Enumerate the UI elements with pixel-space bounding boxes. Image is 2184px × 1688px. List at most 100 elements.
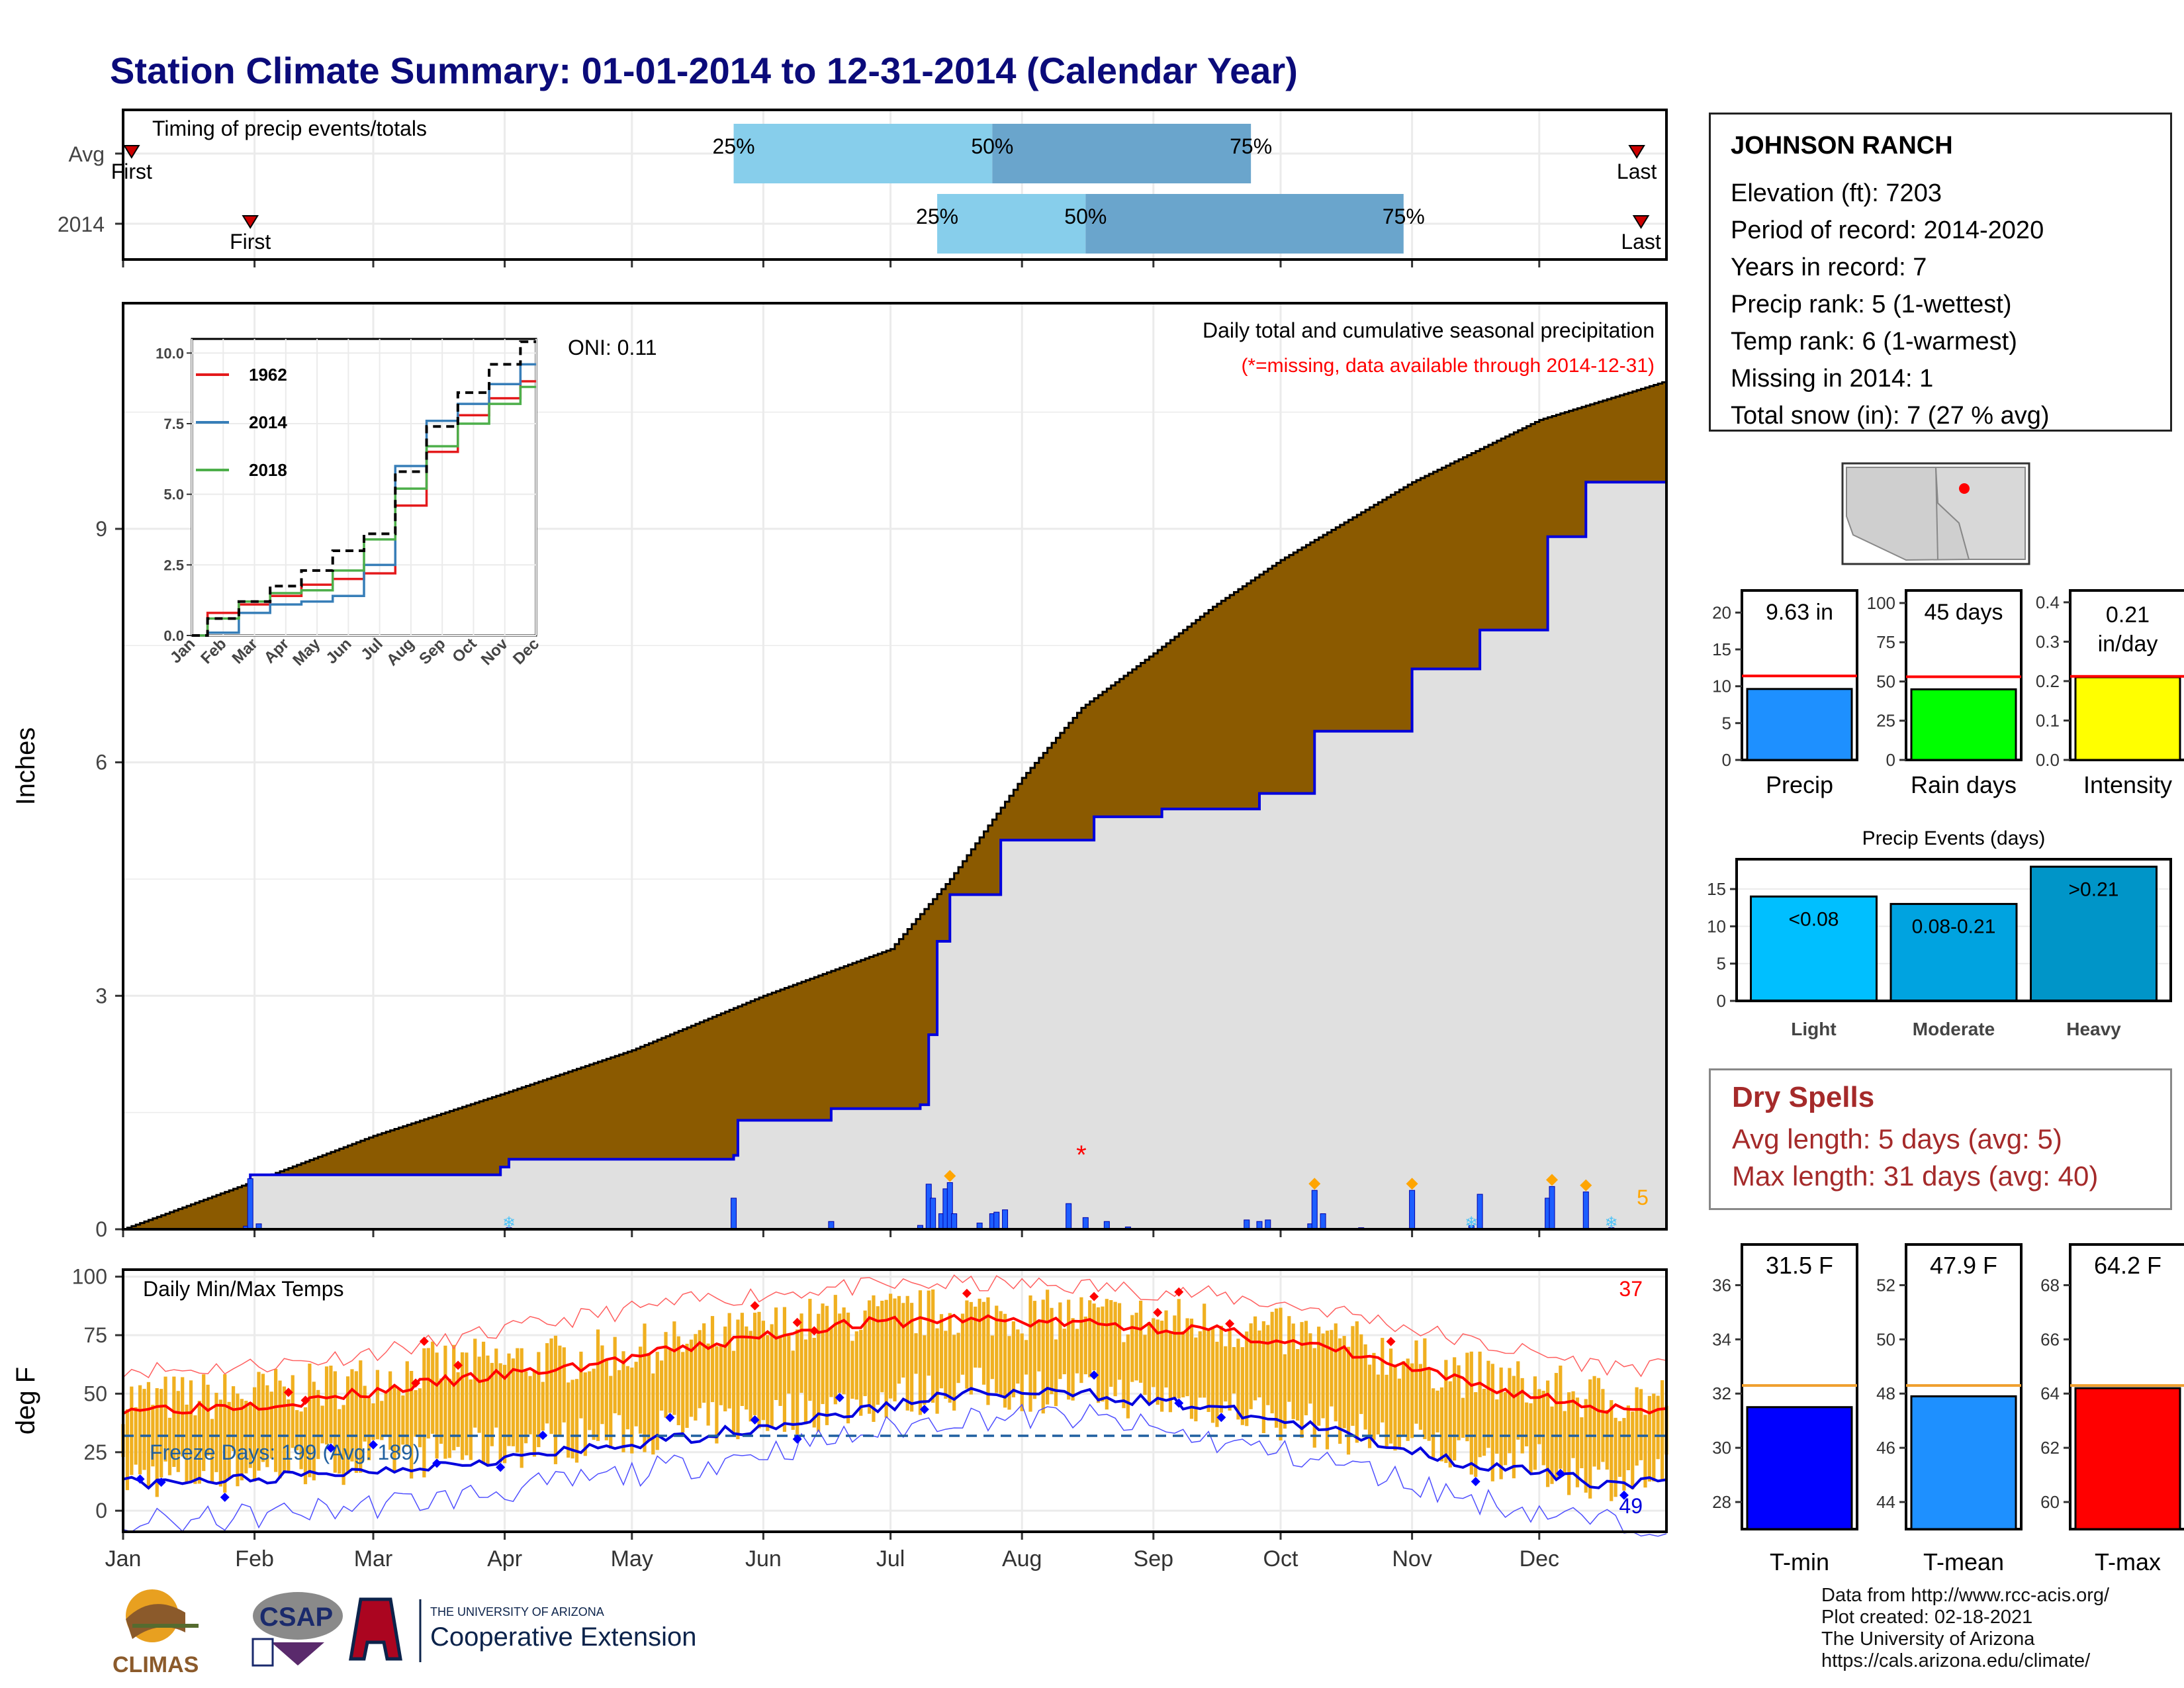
y-tick-label: 100 bbox=[72, 1265, 107, 1289]
y-tick-label: 20 bbox=[1712, 602, 1731, 622]
daily-temp-range-bar bbox=[486, 1355, 490, 1467]
daily-temp-range-bar bbox=[303, 1407, 308, 1485]
daily-temp-range-bar bbox=[1113, 1301, 1117, 1397]
daily-temp-range-bar bbox=[986, 1297, 990, 1405]
daily-precip-bar bbox=[1320, 1213, 1326, 1230]
daily-temp-range-bar bbox=[1541, 1390, 1545, 1466]
daily-temp-range-bar bbox=[574, 1379, 579, 1463]
daily-temp-range-bar bbox=[167, 1417, 172, 1476]
daily-temp-range-bar bbox=[1122, 1342, 1126, 1409]
heavy-event-marker bbox=[1546, 1174, 1559, 1186]
daily-temp-range-bar bbox=[1410, 1363, 1414, 1438]
first-event-label: First bbox=[111, 160, 152, 183]
daily-temp-range-bar bbox=[965, 1300, 969, 1389]
daily-precip-bar bbox=[731, 1197, 737, 1230]
daily-temp-range-bar bbox=[363, 1385, 367, 1442]
daily-temp-range-bar bbox=[672, 1321, 676, 1415]
daily-temp-range-bar bbox=[731, 1350, 736, 1434]
x-tick-label: Jun bbox=[745, 1546, 782, 1571]
first-event-label: First bbox=[230, 230, 271, 254]
daily-temp-range-bar bbox=[583, 1372, 587, 1456]
daily-temp-range-bar bbox=[969, 1301, 973, 1395]
summary-bar-label: Rain days bbox=[1911, 771, 2017, 798]
daily-temp-range-bar bbox=[821, 1303, 825, 1405]
daily-temp-range-bar bbox=[884, 1299, 888, 1418]
y-tick-label: 0 bbox=[1722, 750, 1731, 770]
cold-day-marker bbox=[1619, 1490, 1629, 1500]
cold-day-marker bbox=[496, 1462, 506, 1472]
record-max-line bbox=[122, 1274, 1667, 1379]
daily-temp-range-bar bbox=[308, 1363, 312, 1477]
credit-line: Data from http://www.rcc-acis.org/ bbox=[1821, 1585, 2110, 1606]
daily-temp-range-bar bbox=[253, 1387, 257, 1482]
daily-temp-range-bar bbox=[477, 1356, 481, 1433]
daily-temp-range-bar bbox=[1367, 1364, 1372, 1448]
daily-temp-range-bar bbox=[532, 1371, 537, 1457]
daily-temp-range-bar bbox=[1101, 1306, 1105, 1402]
daily-precip-bar bbox=[1082, 1217, 1089, 1230]
cold-day-marker bbox=[368, 1440, 378, 1450]
daily-temp-range-bar bbox=[159, 1389, 163, 1477]
daily-temp-range-bar bbox=[842, 1307, 846, 1395]
daily-temp-range-bar bbox=[956, 1333, 960, 1383]
daily-temp-range-bar bbox=[465, 1352, 469, 1456]
daily-temp-range-bar bbox=[1508, 1368, 1512, 1454]
daily-temp-range-bar bbox=[796, 1329, 799, 1434]
daily-temp-range-bar bbox=[562, 1347, 566, 1423]
hot-day-marker bbox=[283, 1387, 293, 1397]
daily-temp-range-bar bbox=[1652, 1393, 1656, 1481]
y-tick-label: 9 bbox=[95, 517, 107, 541]
x-tick-label: May bbox=[611, 1546, 653, 1571]
daily-temp-range-bar bbox=[549, 1338, 553, 1434]
timing-bar-25-50 bbox=[733, 124, 993, 183]
daily-temp-range-bar bbox=[1050, 1307, 1054, 1395]
y-tick-label: 0 bbox=[1886, 750, 1895, 770]
daily-temp-range-bar bbox=[1461, 1397, 1465, 1438]
daily-temp-range-bar bbox=[176, 1391, 180, 1472]
daily-temp-range-bar bbox=[829, 1327, 833, 1397]
obs-cumulative-area bbox=[123, 481, 1668, 1231]
daily-temp-range-bar bbox=[791, 1350, 795, 1430]
summary-bar bbox=[1910, 688, 2017, 761]
daily-temp-range-bar bbox=[1423, 1338, 1427, 1440]
x-tick-label: Sep bbox=[1134, 1546, 1174, 1571]
daily-temp-range-bar bbox=[850, 1340, 854, 1399]
daily-temp-range-bar bbox=[570, 1380, 574, 1459]
daily-temp-range-bar bbox=[948, 1313, 952, 1403]
y-tick-label: 60 bbox=[2040, 1492, 2060, 1512]
hot-day-marker bbox=[750, 1301, 760, 1311]
daily-temp-range-bar bbox=[694, 1334, 698, 1421]
cold-day-marker bbox=[156, 1477, 166, 1487]
daily-temp-range-bar bbox=[1240, 1347, 1244, 1425]
daily-temp-range-bar bbox=[511, 1358, 516, 1446]
daily-temp-range-bar bbox=[681, 1352, 685, 1432]
station-info-box: JOHNSON RANCH Elevation (ft): 7203 Perio… bbox=[1709, 113, 2172, 432]
daily-temp-range-bar bbox=[1177, 1299, 1181, 1399]
daily-temp-range-bar bbox=[197, 1401, 201, 1484]
daily-temp-range-bar bbox=[740, 1313, 744, 1406]
daily-temp-range-bar bbox=[1206, 1329, 1210, 1413]
daily-precip-bar bbox=[1002, 1209, 1009, 1230]
cold-day-marker bbox=[432, 1458, 442, 1468]
timing-row-label: 2014 bbox=[58, 212, 105, 236]
summary-bar-label: T-max bbox=[2095, 1548, 2161, 1575]
y-tick-label: 36 bbox=[1712, 1275, 1731, 1295]
daily-temp-range-bar bbox=[1024, 1340, 1028, 1375]
daily-temp-range-bar bbox=[1435, 1390, 1439, 1432]
daily-temp-range-bar bbox=[1397, 1378, 1401, 1448]
daily-temp-range-bar bbox=[261, 1374, 265, 1462]
daily-temp-range-bar bbox=[1656, 1395, 1660, 1460]
daily-temp-range-bar bbox=[138, 1385, 142, 1475]
daily-temp-range-bar bbox=[1330, 1330, 1334, 1407]
y-tick-label: 25 bbox=[1876, 711, 1895, 731]
daily-temp-range-bar bbox=[974, 1306, 978, 1368]
daily-temp-range-bar bbox=[643, 1323, 647, 1452]
daily-temp-range-bar bbox=[1359, 1334, 1363, 1415]
daily-temp-range-bar bbox=[588, 1371, 592, 1430]
daily-temp-range-bar bbox=[689, 1339, 694, 1417]
daily-temp-range-bar bbox=[130, 1386, 134, 1476]
daily-temp-range-bar bbox=[995, 1305, 999, 1393]
daily-precip-bar bbox=[1066, 1203, 1072, 1230]
timing-panel: Timing of precip events/totals 25% 50% 75% F… bbox=[58, 109, 1668, 267]
